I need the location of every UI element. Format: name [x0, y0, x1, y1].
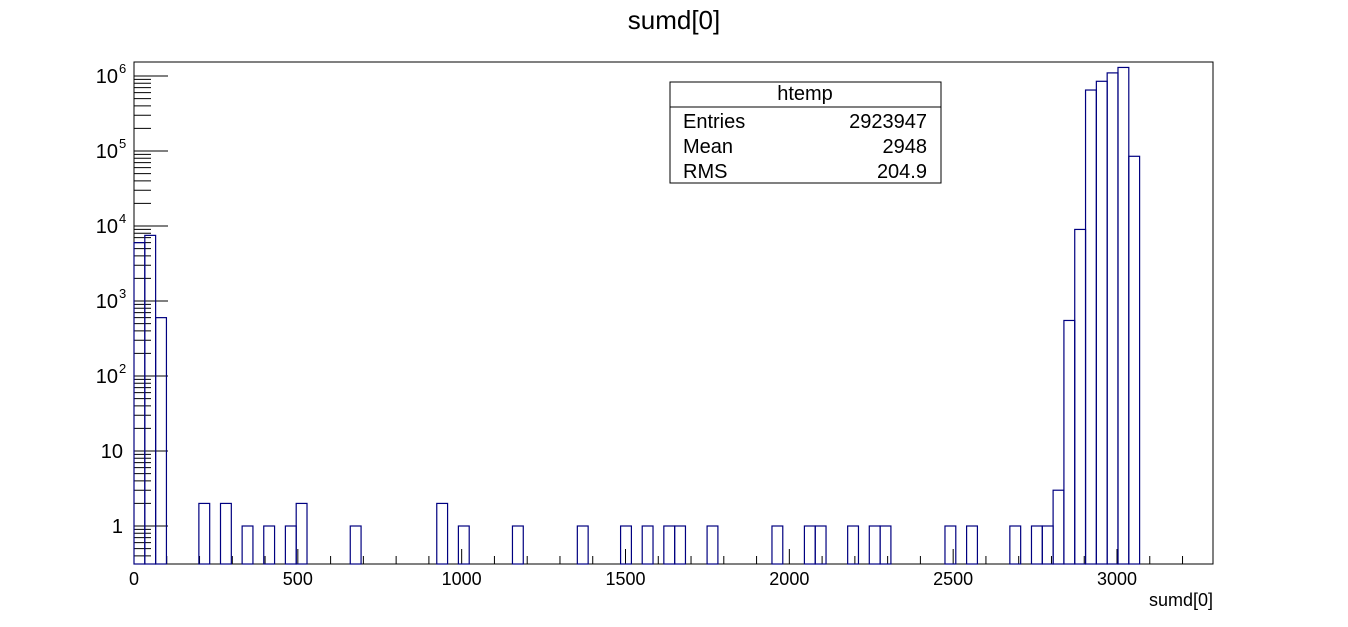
y-tick-label: 1 [112, 516, 123, 538]
y-tick-base: 10 [96, 216, 118, 238]
histogram-bin [966, 525, 979, 565]
histogram-bin [771, 525, 784, 565]
histogram-bin [1074, 228, 1087, 565]
histogram-bin [576, 525, 589, 565]
histogram-bin [706, 525, 719, 565]
x-axis: 0 500 1000 1500 2000 2500 3000 [129, 549, 1184, 589]
y-tick-base: 10 [96, 291, 118, 313]
histogram-bin [1106, 72, 1119, 565]
y-tick-exponent: 6 [119, 61, 126, 76]
stats-mean-value: 2948 [883, 136, 928, 158]
y-tick-exponent: 4 [119, 211, 126, 226]
histogram-bin [814, 525, 827, 565]
histogram-bin [1009, 525, 1022, 565]
stats-box-title: htemp [777, 83, 833, 105]
histogram-bin [284, 525, 297, 565]
histogram-bin [663, 525, 676, 565]
histogram-bin [868, 525, 881, 565]
x-tick-label: 3000 [1097, 569, 1137, 589]
histogram-bin [674, 525, 687, 565]
histogram-bins [133, 66, 1141, 565]
histogram-bin [457, 525, 470, 565]
histogram-bin [1030, 525, 1043, 565]
stats-entries-label: Entries [683, 111, 745, 133]
x-tick-label: 1500 [605, 569, 645, 589]
x-tick-label: 1000 [442, 569, 482, 589]
histogram-bin [1128, 155, 1141, 565]
histogram-bin [511, 525, 524, 565]
y-tick-base: 1 [112, 516, 123, 538]
histogram-bin [1063, 319, 1076, 565]
y-tick-exponent: 3 [119, 286, 126, 301]
histogram-bin [155, 317, 168, 565]
x-tick-label: 2000 [769, 569, 809, 589]
histogram-bin [144, 234, 157, 565]
histogram-bin [619, 525, 632, 565]
histogram-bin [1052, 489, 1065, 565]
histogram-bin [219, 502, 232, 565]
histogram-bin [1117, 66, 1130, 565]
y-tick-base: 10 [96, 141, 118, 163]
histogram-bin [847, 525, 860, 565]
x-tick-label: 500 [283, 569, 313, 589]
y-tick-label: 10 3 [96, 286, 126, 313]
y-tick-label: 10 6 [96, 61, 126, 88]
stats-rms-label: RMS [683, 161, 727, 183]
histogram-bin [241, 525, 254, 565]
histogram-bin [295, 502, 308, 565]
histogram-bin [133, 242, 146, 565]
chart-title: sumd[0] [628, 5, 721, 35]
histogram-bin [1095, 80, 1108, 565]
y-tick-label: 10 5 [96, 136, 126, 163]
y-tick-label: 10 [101, 441, 123, 463]
histogram-bin [944, 525, 957, 565]
y-tick-label: 10 4 [96, 211, 126, 238]
y-tick-base: 10 [101, 441, 123, 463]
stats-rms-value: 204.9 [877, 161, 927, 183]
histogram-bin [1084, 89, 1097, 565]
y-tick-exponent: 5 [119, 136, 126, 151]
y-tick-base: 10 [96, 66, 118, 88]
stats-box: htemp Entries 2923947 Mean 2948 RMS 204.… [669, 81, 942, 184]
histogram-bin [879, 525, 892, 565]
x-axis-label: sumd[0] [1149, 590, 1213, 610]
stats-box-frame [669, 81, 942, 184]
x-tick-label: 2500 [933, 569, 973, 589]
y-tick-label: 10 2 [96, 361, 126, 388]
stats-mean-label: Mean [683, 136, 733, 158]
y-tick-base: 10 [96, 366, 118, 388]
histogram-bin [198, 502, 211, 565]
y-tick-exponent: 2 [119, 361, 126, 376]
histogram-bin [436, 502, 449, 565]
x-tick-label: 0 [129, 569, 139, 589]
stats-entries-value: 2923947 [849, 111, 927, 133]
histogram-bin [641, 525, 654, 565]
histogram-bin [803, 525, 816, 565]
histogram-bin [349, 525, 362, 565]
histogram-bin [263, 525, 276, 565]
